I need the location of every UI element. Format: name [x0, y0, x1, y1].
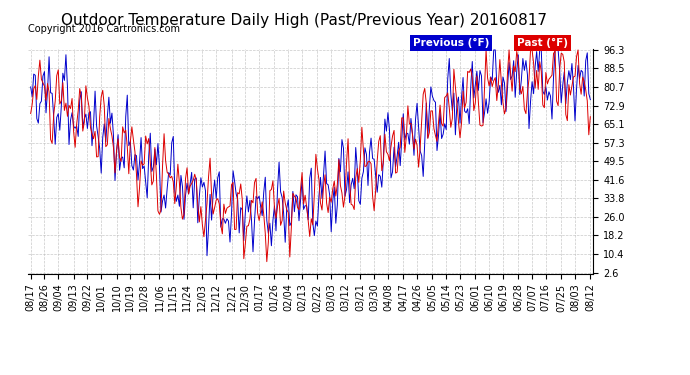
Text: Past (°F): Past (°F) [517, 38, 568, 48]
Text: Copyright 2016 Cartronics.com: Copyright 2016 Cartronics.com [28, 24, 179, 34]
Text: Outdoor Temperature Daily High (Past/Previous Year) 20160817: Outdoor Temperature Daily High (Past/Pre… [61, 13, 546, 28]
Text: Previous (°F): Previous (°F) [413, 38, 489, 48]
